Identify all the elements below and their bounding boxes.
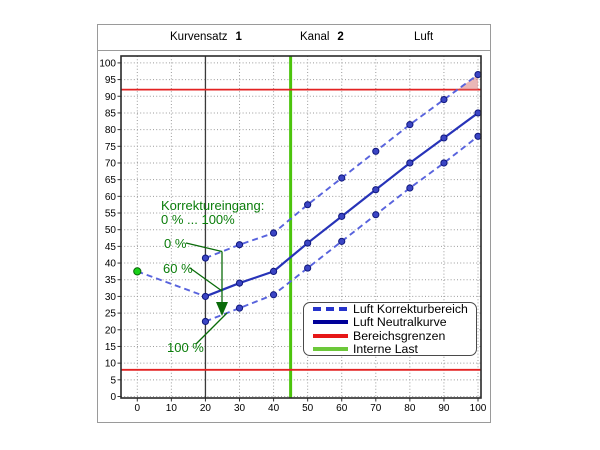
data-point-marker bbox=[235, 241, 244, 249]
y-axis-label: 90 bbox=[105, 92, 117, 103]
solid-line-icon bbox=[313, 320, 348, 325]
data-point-marker bbox=[440, 159, 448, 167]
chart-legend: Luft Korrekturbereich Luft Neutralkurve … bbox=[303, 302, 477, 356]
data-point-marker bbox=[474, 109, 482, 117]
data-point-marker bbox=[338, 237, 346, 245]
green-line-icon bbox=[313, 347, 348, 352]
series-korrekturbereich-oben bbox=[205, 73, 479, 259]
y-axis-label: 45 bbox=[105, 242, 117, 253]
y-axis-label: 100 bbox=[99, 58, 116, 69]
legend-item-interne-last: Interne Last bbox=[313, 342, 476, 357]
data-point-marker bbox=[201, 254, 210, 262]
y-axis-label: 30 bbox=[105, 292, 117, 303]
data-point-marker bbox=[269, 267, 278, 275]
plot-border bbox=[120, 55, 482, 399]
legend-label: Luft Neutralkurve bbox=[353, 315, 447, 330]
kurvensatz-value: 1 bbox=[235, 31, 242, 43]
data-point-marker bbox=[406, 159, 414, 167]
series-neutralkurve bbox=[205, 112, 479, 298]
data-point-marker bbox=[304, 201, 312, 209]
data-point-marker bbox=[235, 279, 244, 287]
data-point-marker bbox=[406, 121, 414, 129]
x-axis-label: 30 bbox=[234, 403, 246, 414]
y-axis-label: 0 bbox=[110, 392, 116, 403]
y-axis-label: 85 bbox=[105, 108, 117, 119]
x-axis-label: 40 bbox=[268, 403, 280, 414]
y-axis-label: 50 bbox=[105, 225, 117, 236]
legend-label: Interne Last bbox=[353, 342, 418, 357]
y-axis-label: 95 bbox=[105, 75, 117, 86]
medium-label: Luft bbox=[414, 31, 434, 43]
y-axis-label: 5 bbox=[110, 375, 116, 386]
y-axis-label: 20 bbox=[105, 325, 117, 336]
red-line-icon bbox=[313, 333, 348, 338]
y-axis-label: 15 bbox=[105, 342, 117, 353]
data-point-marker bbox=[338, 174, 346, 182]
data-point-marker bbox=[338, 212, 346, 220]
y-axis-label: 55 bbox=[105, 209, 117, 220]
header-kurvensatz: Kurvensatz 1 bbox=[170, 25, 242, 50]
panel-header: Kurvensatz 1 Kanal 2 Luft bbox=[98, 25, 490, 51]
legend-item-neutralkurve: Luft Neutralkurve bbox=[313, 315, 476, 330]
kanal-value: 2 bbox=[337, 31, 344, 43]
data-point-marker bbox=[269, 229, 278, 237]
y-axis-label: 40 bbox=[105, 259, 117, 270]
y-axis-label: 35 bbox=[105, 275, 117, 286]
legend-item-bereichsgrenzen: Bereichsgrenzen bbox=[313, 328, 476, 343]
legend-item-korrekturbereich: Luft Korrekturbereich bbox=[313, 301, 476, 316]
y-axis-label: 75 bbox=[105, 142, 117, 153]
data-point-marker bbox=[372, 211, 380, 219]
data-point-marker bbox=[406, 184, 414, 192]
series-korrekturbereich-unten bbox=[205, 135, 479, 323]
data-point-marker bbox=[440, 95, 448, 104]
data-point-marker bbox=[304, 239, 312, 247]
x-axis-label: 70 bbox=[370, 403, 382, 414]
x-axis-label: 20 bbox=[200, 403, 212, 414]
data-point-marker bbox=[440, 134, 448, 142]
y-axis-label: 70 bbox=[105, 158, 117, 169]
chart-area: 0 10 20 30 40 50 60 70 80 90 100 0 5 10 15 20 25 30 35 40 45… bbox=[94, 50, 488, 415]
x-axis-label: 60 bbox=[336, 403, 348, 414]
x-axis-label: 50 bbox=[302, 403, 314, 414]
start-point-marker bbox=[133, 267, 142, 276]
curve-set-panel: Kurvensatz 1 Kanal 2 Luft bbox=[97, 24, 491, 423]
data-point-marker bbox=[269, 291, 278, 299]
x-axis-label: 80 bbox=[404, 403, 416, 414]
x-axis-label: 10 bbox=[166, 403, 178, 414]
kanal-label: Kanal bbox=[300, 31, 330, 43]
data-point-marker bbox=[235, 304, 244, 312]
y-axis-label: 10 bbox=[105, 359, 117, 370]
x-axis-label: 0 bbox=[135, 403, 141, 414]
x-axis-label: 90 bbox=[438, 403, 450, 414]
data-point-marker bbox=[201, 292, 210, 301]
legend-label: Luft Korrekturbereich bbox=[353, 301, 468, 316]
data-point-marker bbox=[474, 70, 482, 79]
y-axis-label: 65 bbox=[105, 175, 117, 186]
header-kanal: Kanal 2 bbox=[300, 25, 344, 50]
y-axis-label: 25 bbox=[105, 309, 117, 320]
header-medium: Luft bbox=[414, 25, 433, 50]
legend-label: Bereichsgrenzen bbox=[353, 328, 446, 343]
data-point-marker bbox=[372, 147, 380, 155]
y-axis-label: 80 bbox=[105, 125, 117, 136]
chart-plot-svg: 0 10 20 30 40 50 60 70 80 90 100 0 5 10 15 20 25 30 35 40 45… bbox=[99, 55, 487, 414]
data-point-marker bbox=[304, 264, 312, 272]
data-point-marker bbox=[372, 186, 380, 194]
data-point-marker bbox=[201, 317, 210, 326]
series-startpunkt-verbindung bbox=[136, 270, 206, 298]
axis-tick-labels: 0 10 20 30 40 50 60 70 80 90 100 0 5 10 15 20 25 30 35 40 45… bbox=[99, 58, 486, 414]
overshoot-shade bbox=[457, 74, 478, 90]
x-axis-label: 100 bbox=[470, 403, 487, 414]
data-point-marker bbox=[474, 132, 482, 140]
kurvensatz-label: Kurvensatz bbox=[170, 31, 228, 43]
dashed-line-icon bbox=[313, 306, 348, 311]
y-axis-label: 60 bbox=[105, 192, 117, 203]
